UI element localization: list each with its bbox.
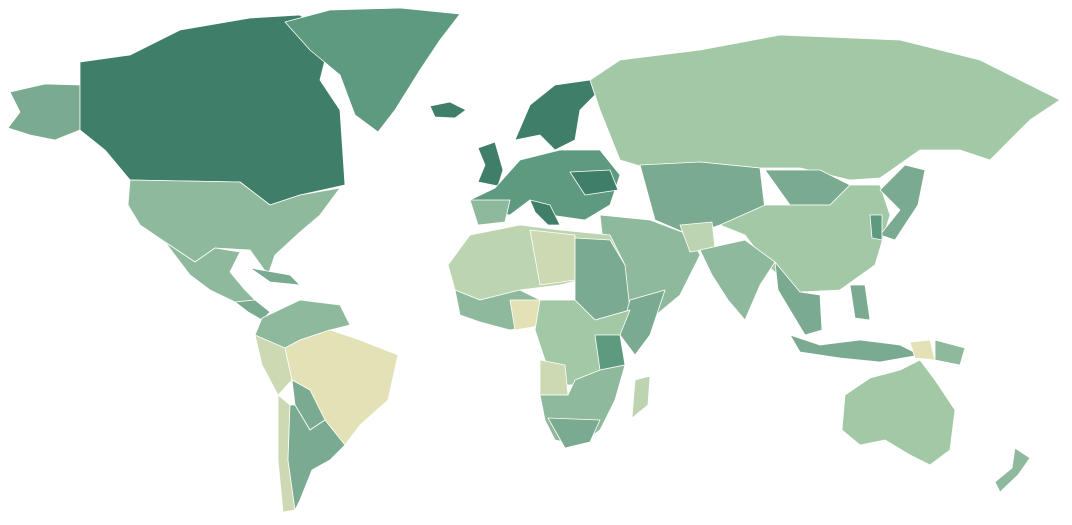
country-papua[interactable] xyxy=(909,339,936,361)
country-korea[interactable] xyxy=(869,214,883,241)
country-iceland[interactable] xyxy=(429,101,467,119)
country-philippines[interactable] xyxy=(849,284,871,321)
country-mexico[interactable] xyxy=(164,241,256,303)
country-angola[interactable] xyxy=(539,359,569,396)
country-canada[interactable] xyxy=(79,14,346,206)
country-ukraine[interactable] xyxy=(569,169,619,196)
region-scandinavia[interactable] xyxy=(514,79,596,151)
country-russia[interactable] xyxy=(589,34,1061,181)
country-peru[interactable] xyxy=(254,334,293,396)
country-india[interactable] xyxy=(699,239,776,321)
country-argentina[interactable] xyxy=(287,404,346,511)
country-png[interactable] xyxy=(934,339,966,366)
country-south-africa[interactable] xyxy=(547,417,601,449)
country-alaska[interactable] xyxy=(7,83,81,141)
region-caribbean[interactable] xyxy=(249,267,301,286)
region-southeast-asia[interactable] xyxy=(774,261,823,336)
country-italy[interactable] xyxy=(529,199,561,226)
country-spain[interactable] xyxy=(469,199,511,226)
country-australia[interactable] xyxy=(841,359,956,466)
country-greenland[interactable] xyxy=(284,7,461,133)
country-new-zealand[interactable] xyxy=(994,447,1031,493)
country-indonesia[interactable] xyxy=(789,334,921,363)
country-japan[interactable] xyxy=(879,164,926,241)
country-usa[interactable] xyxy=(127,179,341,276)
country-madagascar[interactable] xyxy=(631,375,651,419)
country-china[interactable] xyxy=(719,184,891,293)
country-tanzania[interactable] xyxy=(594,334,626,371)
country-uk[interactable] xyxy=(477,141,504,187)
